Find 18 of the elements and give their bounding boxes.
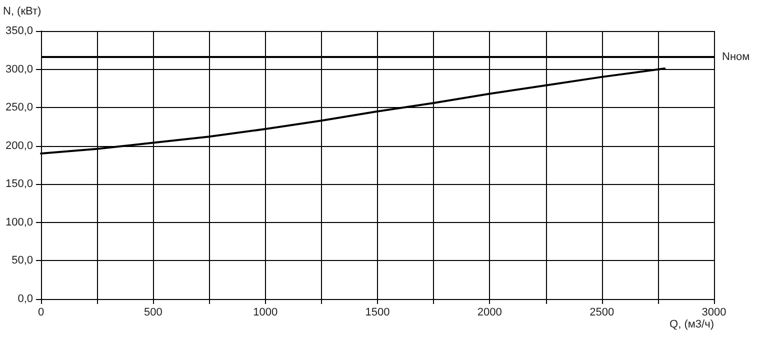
x-tick-label: 0 xyxy=(38,306,44,318)
ref-line-label: Nном xyxy=(722,51,750,64)
x-tick-label: 3000 xyxy=(702,306,726,318)
y-tick-label: 200,0 xyxy=(5,140,33,152)
x-tick-label: 1500 xyxy=(365,306,390,318)
x-tick-label: 1000 xyxy=(253,306,278,318)
x-axis-title: Q, (м3/ч) xyxy=(670,318,714,330)
y-tick-label: 0,0 xyxy=(18,293,33,305)
y-tick-label: 150,0 xyxy=(5,178,33,190)
x-tick-label: 2500 xyxy=(590,306,614,318)
x-tick-label: 500 xyxy=(144,306,162,318)
y-tick-label: 350,0 xyxy=(5,25,33,37)
y-tick-label: 300,0 xyxy=(5,63,33,76)
x-tick-label: 2000 xyxy=(477,306,502,318)
y-tick-label: 100,0 xyxy=(5,216,33,228)
y-axis-title: N, (кВт) xyxy=(3,6,42,18)
y-tick-label: 250,0 xyxy=(5,102,33,114)
y-tick-label: 50,0 xyxy=(12,254,33,267)
